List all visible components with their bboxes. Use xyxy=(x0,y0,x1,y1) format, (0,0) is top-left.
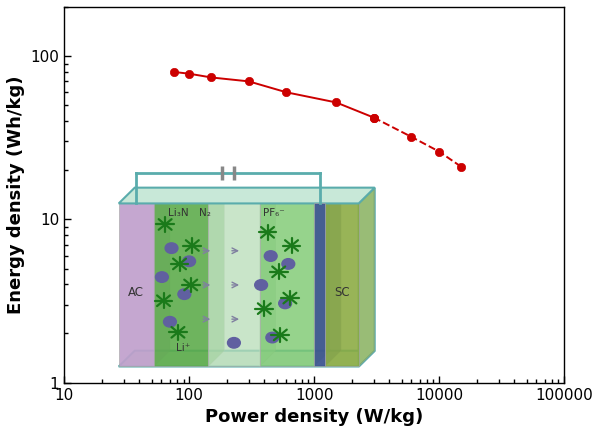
X-axis label: Power density (W/kg): Power density (W/kg) xyxy=(205,408,424,426)
Y-axis label: Energy density (Wh/kg): Energy density (Wh/kg) xyxy=(7,75,25,314)
